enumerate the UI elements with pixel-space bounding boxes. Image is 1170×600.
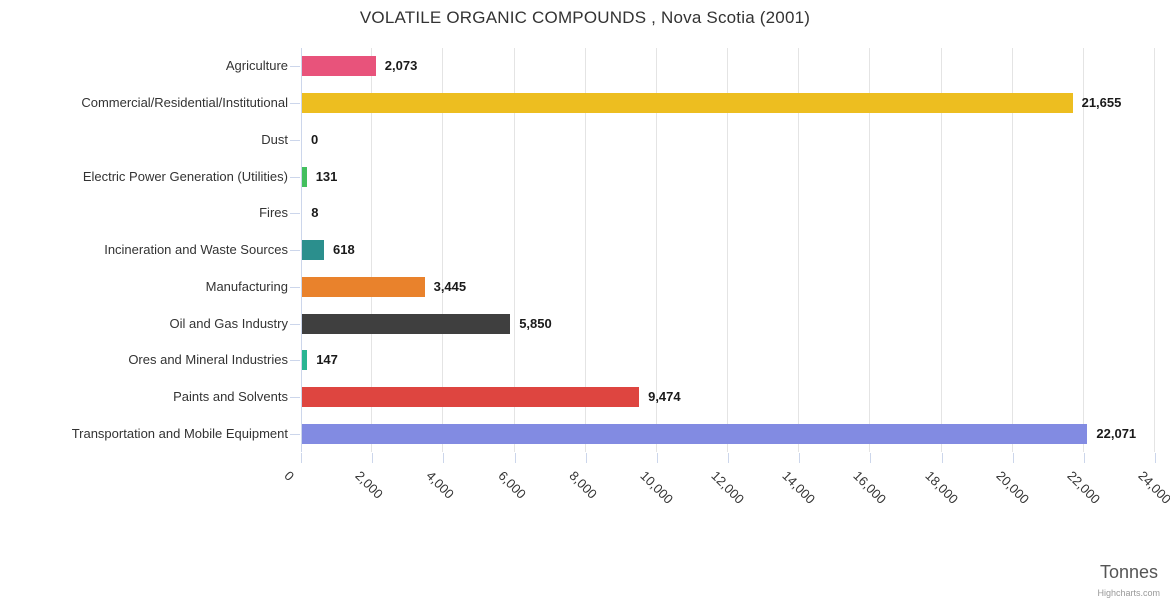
gridline (869, 48, 871, 452)
y-axis-tick (290, 250, 300, 251)
bar[interactable] (302, 166, 307, 187)
bar[interactable] (302, 423, 1088, 444)
bar[interactable] (302, 93, 1073, 114)
x-axis-tick-label: 22,000 (1064, 468, 1103, 507)
y-axis-tick (290, 286, 300, 288)
x-axis-tick (870, 453, 872, 463)
x-axis-tick (443, 453, 445, 463)
x-axis-tick (728, 453, 729, 463)
gridline (940, 48, 942, 452)
category-label: Commercial/Residential/Institutional (81, 95, 288, 111)
bar[interactable] (302, 56, 376, 77)
bar-value-label: 22,071 (1096, 425, 1137, 441)
y-axis-tick (290, 396, 300, 398)
x-axis-tick-label: 10,000 (637, 468, 676, 507)
x-axis-tick (1083, 453, 1085, 463)
highcharts-credits: Highcharts.com (1097, 588, 1160, 598)
category-label: Manufacturing (205, 278, 288, 294)
bar-value-label: 21,655 (1081, 95, 1122, 111)
y-axis-tick (290, 323, 300, 325)
x-axis-tick (301, 453, 302, 463)
y-axis-tick (290, 103, 300, 105)
y-axis-tick (290, 433, 300, 435)
bar[interactable] (302, 313, 511, 334)
plot-area (301, 48, 1155, 452)
gridline (584, 48, 586, 452)
gridline (798, 48, 800, 452)
y-axis-tick (290, 360, 300, 362)
y-axis-line (301, 48, 302, 452)
x-axis-tick-label: 16,000 (850, 468, 890, 507)
y-axis-tick (290, 213, 300, 215)
bar-value-label: 147 (316, 352, 338, 368)
category-label: Ores and Mineral Industries (128, 352, 288, 368)
x-axis-tick (514, 453, 516, 463)
bar-value-label: 8 (311, 205, 319, 221)
x-axis-tick-label: 0 (281, 468, 298, 484)
bar-value-label: 0 (311, 131, 319, 147)
x-axis-tick-label: 20,000 (993, 468, 1032, 507)
x-axis-tick-label: 24,000 (1135, 468, 1170, 507)
gridline (1011, 48, 1013, 452)
gridline (655, 48, 657, 452)
category-label: Incineration and Waste Sources (104, 242, 288, 257)
x-axis-tick-label: 12,000 (708, 468, 748, 507)
bar[interactable] (302, 386, 640, 407)
bar[interactable] (302, 350, 308, 371)
x-axis-tick-label: 4,000 (423, 468, 458, 502)
x-axis-tick-label: 2,000 (352, 468, 387, 502)
gridline (1154, 48, 1155, 452)
category-label: Agriculture (225, 58, 288, 74)
y-axis-tick (290, 139, 300, 141)
bar-value-label: 131 (315, 168, 338, 184)
gridline (1082, 48, 1084, 452)
chart-title: VOLATILE ORGANIC COMPOUNDS , Nova Scotia… (359, 8, 811, 27)
category-label: Oil and Gas Industry (169, 315, 289, 331)
x-axis-tick (1155, 453, 1156, 463)
x-axis-tick-label: 14,000 (779, 468, 819, 507)
x-axis-tick (1012, 453, 1014, 463)
bar[interactable] (302, 276, 425, 297)
bar-value-label: 618 (333, 242, 355, 257)
x-axis-tick (941, 453, 943, 463)
category-label: Paints and Solvents (173, 388, 288, 404)
y-axis-tick (290, 176, 300, 178)
x-axis-tick-label: 18,000 (921, 468, 961, 507)
x-axis-tick-label: 8,000 (566, 468, 600, 502)
x-axis-tick (585, 453, 587, 463)
bar-value-label: 9,474 (648, 388, 681, 404)
y-axis-tick (290, 66, 300, 68)
gridline (371, 48, 373, 452)
x-axis-title: Tonnes (1099, 562, 1158, 582)
x-axis-tick (656, 453, 658, 463)
bar-value-label: 3,445 (433, 278, 467, 294)
gridline (727, 48, 728, 452)
x-axis-tick (799, 453, 801, 463)
x-axis-tick-label: 6,000 (494, 468, 529, 502)
bar[interactable] (302, 240, 324, 260)
category-label: Dust (261, 131, 288, 147)
gridline (442, 48, 444, 452)
category-label: Transportation and Mobile Equipment (71, 425, 288, 441)
x-axis-tick (372, 453, 374, 463)
category-label: Electric Power Generation (Utilities) (82, 168, 288, 184)
bar-value-label: 2,073 (384, 58, 418, 74)
gridline (513, 48, 515, 452)
bar-value-label: 5,850 (519, 315, 552, 331)
category-label: Fires (259, 205, 288, 221)
